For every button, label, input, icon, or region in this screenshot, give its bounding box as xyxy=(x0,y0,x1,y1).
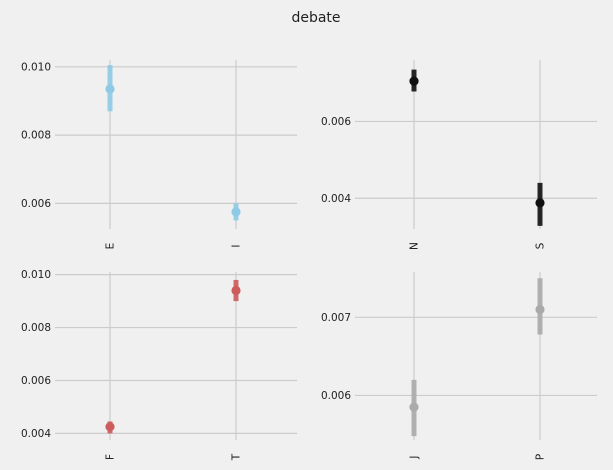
data-point xyxy=(105,84,115,94)
data-point xyxy=(231,285,241,296)
y-tick-label: 0.010 xyxy=(21,61,51,73)
x-tick-label: J xyxy=(409,455,421,459)
y-tick-label: 0.008 xyxy=(21,130,51,142)
data-point xyxy=(231,207,241,217)
y-tick-label: 0.006 xyxy=(21,198,51,210)
subplot-top-left: 0.006 0.008 0.010 E I xyxy=(21,60,297,249)
y-tick-label: 0.007 xyxy=(321,312,351,324)
x-tick-label: I xyxy=(231,244,243,247)
x-tick-label: F xyxy=(105,454,117,460)
chart-title: debate xyxy=(291,10,340,26)
x-tick-label: T xyxy=(231,453,243,461)
subplot-bottom-right: 0.006 0.007 J P xyxy=(321,272,597,460)
y-tick-label: 0.006 xyxy=(21,375,51,387)
subplot-bottom-left: 0.004 0.006 0.008 0.010 F T xyxy=(21,269,297,461)
y-tick-label: 0.004 xyxy=(321,193,351,205)
data-point xyxy=(409,76,419,86)
y-tick-label: 0.004 xyxy=(21,428,51,440)
data-point xyxy=(535,198,545,208)
data-point xyxy=(535,304,545,315)
y-tick-label: 0.010 xyxy=(21,269,51,281)
y-tick-label: 0.006 xyxy=(321,390,351,402)
x-tick-label: P xyxy=(535,454,547,460)
data-point xyxy=(105,422,115,432)
x-tick-label: N xyxy=(409,242,421,250)
subplot-top-right: 0.004 0.006 N S xyxy=(321,60,597,250)
data-point xyxy=(409,402,419,412)
x-tick-label: E xyxy=(105,243,117,250)
x-tick-label: S xyxy=(535,242,547,249)
y-tick-label: 0.008 xyxy=(21,322,51,334)
y-tick-label: 0.006 xyxy=(321,116,351,128)
